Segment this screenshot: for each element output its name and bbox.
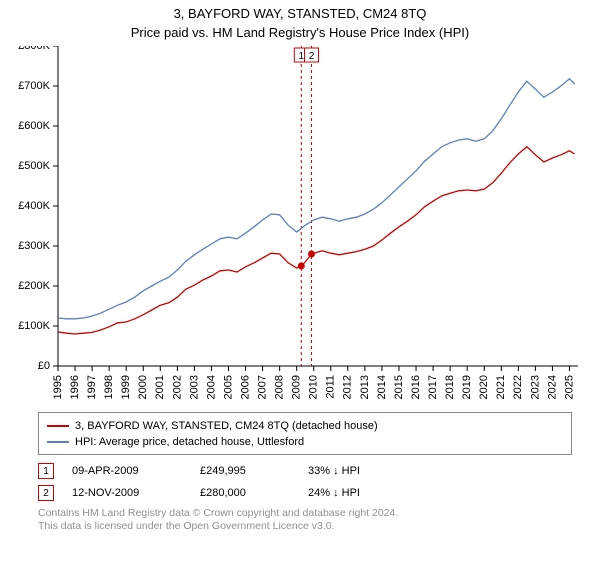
svg-text:£0: £0	[38, 360, 50, 372]
svg-text:1999: 1999	[120, 375, 132, 399]
svg-text:2001: 2001	[154, 375, 166, 399]
license-line: This data is licensed under the Open Gov…	[38, 520, 590, 533]
svg-text:2: 2	[309, 51, 315, 62]
event-table: 1 09-APR-2009 £249,995 33% ↓ HPI 2 12-NOV-200…	[38, 463, 572, 501]
svg-text:2005: 2005	[222, 375, 234, 399]
legend-label: HPI: Average price, detached house, Uttl…	[75, 434, 304, 450]
svg-text:2000: 2000	[137, 375, 149, 399]
svg-text:2004: 2004	[205, 375, 217, 399]
svg-text:2013: 2013	[359, 375, 371, 399]
event-row: 1 09-APR-2009 £249,995 33% ↓ HPI	[38, 463, 572, 479]
license-text: Contains HM Land Registry data © Crown c…	[38, 507, 590, 533]
svg-text:£100K: £100K	[18, 320, 50, 332]
legend-box: 3, BAYFORD WAY, STANSTED, CM24 8TQ (deta…	[38, 412, 572, 455]
svg-text:£500K: £500K	[18, 160, 50, 172]
svg-text:1995: 1995	[52, 375, 64, 399]
svg-text:2009: 2009	[291, 375, 303, 399]
svg-text:2003: 2003	[188, 375, 200, 399]
svg-text:£300K: £300K	[18, 240, 50, 252]
svg-text:2022: 2022	[512, 375, 524, 399]
svg-text:2006: 2006	[239, 375, 251, 399]
svg-text:1996: 1996	[69, 375, 81, 399]
svg-text:2014: 2014	[376, 375, 388, 399]
svg-text:2021: 2021	[495, 375, 507, 399]
svg-text:1997: 1997	[86, 375, 98, 399]
event-row: 2 12-NOV-2009 £280,000 24% ↓ HPI	[38, 485, 572, 501]
svg-text:£800K: £800K	[18, 46, 50, 52]
chart-title-address: 3, BAYFORD WAY, STANSTED, CM24 8TQ	[0, 6, 600, 21]
svg-text:2023: 2023	[529, 375, 541, 399]
svg-text:£700K: £700K	[18, 80, 50, 92]
event-price: £249,995	[200, 465, 290, 477]
svg-text:2008: 2008	[274, 375, 286, 399]
event-price: £280,000	[200, 487, 290, 499]
svg-text:2016: 2016	[410, 375, 422, 399]
event-date: 12-NOV-2009	[72, 487, 182, 499]
event-delta: 24% ↓ HPI	[308, 487, 378, 499]
svg-text:1: 1	[299, 51, 305, 62]
svg-text:2012: 2012	[342, 375, 354, 399]
legend-item: 3, BAYFORD WAY, STANSTED, CM24 8TQ (deta…	[47, 418, 563, 434]
legend-swatch	[47, 425, 69, 427]
svg-text:£400K: £400K	[18, 200, 50, 212]
svg-text:2015: 2015	[393, 375, 405, 399]
svg-text:£600K: £600K	[18, 120, 50, 132]
container: 3, BAYFORD WAY, STANSTED, CM24 8TQ Price…	[0, 6, 600, 566]
svg-text:£200K: £200K	[18, 280, 50, 292]
svg-text:1998: 1998	[103, 375, 115, 399]
event-date: 09-APR-2009	[72, 465, 182, 477]
legend-label: 3, BAYFORD WAY, STANSTED, CM24 8TQ (deta…	[75, 418, 378, 434]
svg-text:2017: 2017	[427, 375, 439, 399]
chart-subtitle: Price paid vs. HM Land Registry's House …	[0, 25, 600, 40]
chart-area: 12 £0 £100K £200K £300K £400K £500K £600K £700K £…	[5, 46, 595, 406]
event-number-box: 2	[38, 485, 54, 501]
svg-text:2019: 2019	[461, 375, 473, 399]
svg-text:2025: 2025	[563, 375, 575, 399]
svg-text:2018: 2018	[444, 375, 456, 399]
license-line: Contains HM Land Registry data © Crown c…	[38, 507, 590, 520]
svg-text:2007: 2007	[256, 375, 268, 399]
svg-text:2011: 2011	[325, 375, 337, 399]
event-delta: 33% ↓ HPI	[308, 465, 378, 477]
event-number-box: 1	[38, 463, 54, 479]
svg-text:2002: 2002	[171, 375, 183, 399]
legend-swatch	[47, 441, 69, 443]
svg-text:2020: 2020	[478, 375, 490, 399]
svg-text:2024: 2024	[546, 375, 558, 399]
legend-item: HPI: Average price, detached house, Uttl…	[47, 434, 563, 450]
chart-svg: 12 £0 £100K £200K £300K £400K £500K £600K £700K £…	[5, 46, 595, 406]
svg-text:2010: 2010	[308, 375, 320, 399]
